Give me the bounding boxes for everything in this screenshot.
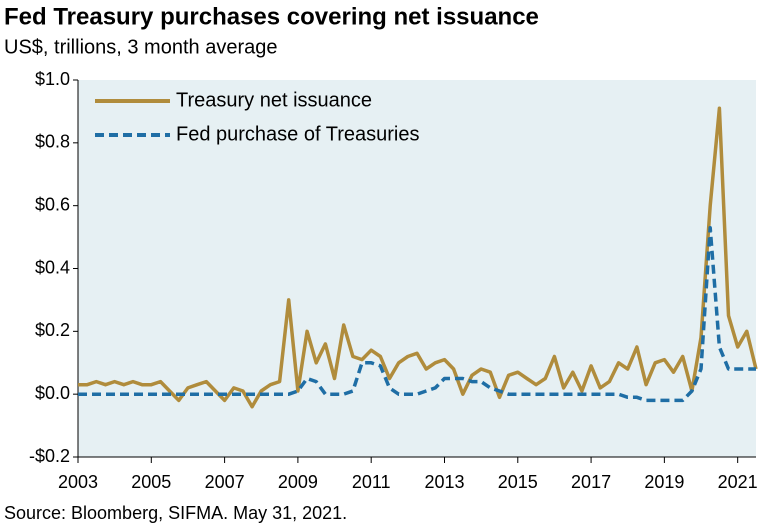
x-tick-label: 2005 [131,472,171,492]
x-tick-label: 2003 [58,472,98,492]
series-line [78,225,756,403]
x-tick-label: 2011 [352,472,391,492]
y-tick-label: $0.6 [35,194,70,214]
y-tick-label: $0.2 [35,320,70,340]
x-tick-label: 2007 [205,472,245,492]
x-tick-label: 2021 [718,472,758,492]
y-tick-label: -$0.2 [29,446,70,466]
y-tick-label: $0.8 [35,132,70,152]
x-tick-label: 2019 [644,472,684,492]
x-tick-label: 2009 [278,472,318,492]
y-tick-label: $0.4 [35,257,70,277]
series-line [78,106,758,409]
x-tick-label: 2015 [498,472,538,492]
x-tick-label: 2017 [571,472,611,492]
source-note: Source: Bloomberg, SIFMA. May 31, 2021. [4,503,347,523]
legend-label: Fed purchase of Treasuries [176,123,419,145]
y-tick-label: $0.0 [35,383,70,403]
x-tick-label: 2013 [424,472,464,492]
chart-title: Fed Treasury purchases covering net issu… [4,3,539,30]
legend-label: Treasury net issuance [176,89,372,111]
chart-subtitle: US$, trillions, 3 month average [4,36,277,58]
y-tick-label: $1.0 [35,69,70,89]
